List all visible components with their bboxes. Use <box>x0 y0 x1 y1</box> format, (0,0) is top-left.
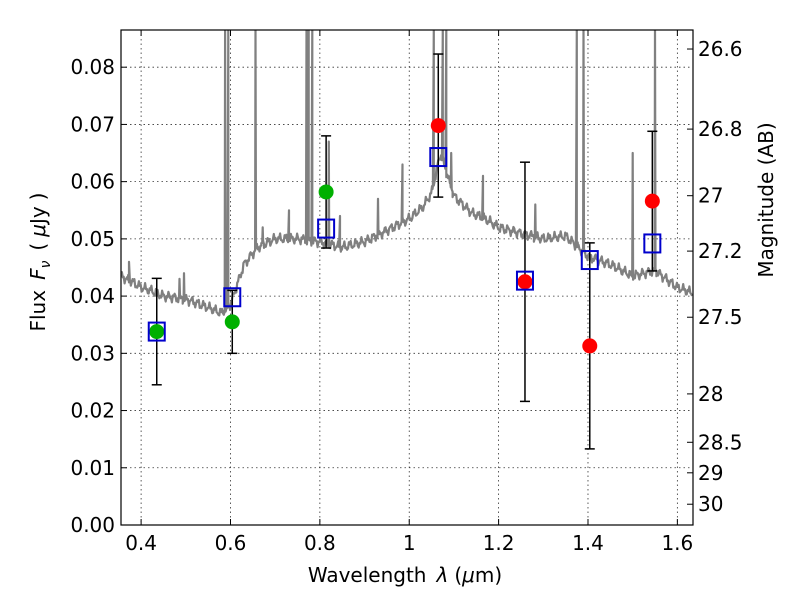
model-photometry-square <box>147 321 166 342</box>
x-tick-label: 0.8 <box>304 531 336 555</box>
y-axis-title-text: Flux <box>26 290 50 332</box>
plot-background <box>121 30 693 525</box>
model-photometry-square <box>223 287 242 308</box>
y-axis-symbol: F <box>26 268 50 280</box>
observed-point <box>318 184 334 200</box>
y-tick-label: 0.07 <box>70 112 115 136</box>
observed-point <box>517 274 533 290</box>
y-tick-label: 0.08 <box>70 55 115 79</box>
spectrum-line <box>121 30 693 317</box>
y2-tick-label: 26.8 <box>698 117 743 141</box>
x-axis-unit-close: m) <box>475 563 502 587</box>
x-axis-symbol: λ <box>435 563 448 587</box>
y-tick-label: 0.06 <box>70 170 115 194</box>
x-axis-title-text: Wavelength <box>308 563 427 587</box>
spectrum-layer <box>121 30 693 317</box>
x-axis-unit-open: ( <box>454 563 462 587</box>
y-tick-label: 0.04 <box>70 284 115 308</box>
y-tick-label: 0.01 <box>70 456 115 480</box>
y2-tick-label: 27.2 <box>698 239 743 263</box>
grid-lines <box>121 30 693 526</box>
y-axis-unit-open: ( <box>26 243 50 251</box>
y2-tick-label: 29 <box>698 461 723 485</box>
x-tick-label: 0.6 <box>215 531 247 555</box>
y2-tick-label: 28.5 <box>698 430 743 454</box>
model-photometry-square <box>429 147 448 168</box>
x-axis-title: Wavelength λ (μm) <box>308 563 502 587</box>
y2-tick-label: 28 <box>698 382 723 406</box>
model-photometry-square <box>580 250 599 271</box>
observed-point <box>224 314 240 330</box>
model-photometry-square <box>643 233 662 254</box>
y2-tick-label: 30 <box>698 492 723 516</box>
y-tick-label: 0.02 <box>70 399 115 423</box>
observed-point <box>149 324 165 340</box>
y2-axis-title: Magnitude (AB) <box>754 122 778 277</box>
x-tick-label: 1 <box>403 531 416 555</box>
y-tick-label: 0.03 <box>70 341 115 365</box>
x-tick-label: 1.4 <box>572 531 604 555</box>
y-axis-symbol-sub: ν <box>38 260 54 268</box>
y2-tick-label: 27 <box>698 184 723 208</box>
plot-frame <box>120 29 694 526</box>
marker-layer <box>147 53 662 450</box>
x-tick-label: 0.4 <box>125 531 157 555</box>
y-tick-label: 0.00 <box>70 513 115 537</box>
y-axis-unit: Jy <box>26 206 50 226</box>
x-tick-label: 1.2 <box>483 531 515 555</box>
y-axis-unit-close: ) <box>26 192 50 200</box>
y-tick-label: 0.05 <box>70 227 115 251</box>
y-axis-unit-mu: μ <box>26 224 50 238</box>
model-photometry-square <box>515 270 534 291</box>
observed-point <box>430 118 446 134</box>
y2-tick-label: 26.6 <box>698 37 743 61</box>
observed-point <box>644 193 660 209</box>
model-photometry-square <box>317 218 336 239</box>
y-axis-title: Flux Fν ( μJy) <box>26 192 54 331</box>
x-axis-unit-mu: μ <box>461 563 475 587</box>
x-tick-label: 1.6 <box>661 531 693 555</box>
axis-ticks: 0.4 0.6 0.8 1 1.2 1.4 1.6 0.00 0.01 0.02 0.03 0.04 0… <box>70 30 743 555</box>
y2-tick-label: 27.5 <box>698 305 743 329</box>
observed-point <box>582 338 598 354</box>
